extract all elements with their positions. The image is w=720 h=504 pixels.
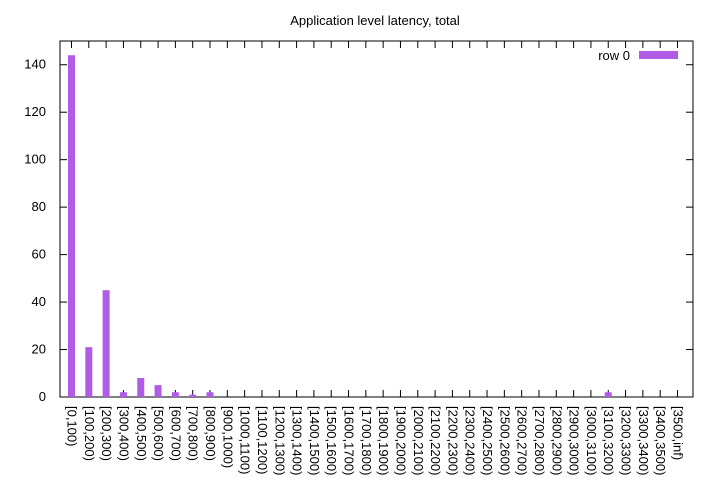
- x-tick-label: [2600,2700): [515, 406, 530, 475]
- y-tick-label: 60: [32, 247, 46, 262]
- x-tick-label: [0,100): [65, 406, 80, 446]
- x-tick-label: [1900,2000): [393, 406, 408, 475]
- bar: [604, 392, 612, 397]
- bar: [68, 55, 75, 398]
- x-tick-label: [3100,3200): [601, 406, 616, 475]
- y-tick-label: 140: [24, 57, 46, 72]
- x-tick-label: [300,400): [116, 406, 131, 461]
- x-tick-label: [2200,2300): [445, 406, 460, 475]
- plot-frame: [59, 40, 694, 398]
- x-tick-label: [3000,3100): [584, 406, 599, 475]
- x-tick-label: [2900,3000): [567, 406, 582, 475]
- x-tick-label: [1600,1700): [342, 406, 357, 475]
- x-tick-label: [400,500): [134, 406, 149, 461]
- plot-border: [59, 40, 694, 398]
- x-tick-label: [1700,1800): [359, 406, 374, 475]
- x-tick-label: [2000,2100): [411, 406, 426, 475]
- x-tick-label: [3400,3500): [653, 406, 668, 475]
- bar: [85, 347, 93, 397]
- x-tick-label: [1100,1200): [255, 406, 270, 474]
- legend-swatch: [639, 51, 678, 59]
- x-tick-label: [2500,2600): [497, 406, 512, 475]
- x-tick-label: [1200,1300): [272, 406, 287, 475]
- y-axis: 0 20 40 60 80 100 120 140: [24, 57, 693, 404]
- y-tick-label: 120: [24, 104, 46, 119]
- x-axis: [0,100) [100,200) [200,300) [300,400) [400,5…: [65, 41, 686, 475]
- bar: [102, 290, 110, 397]
- x-tick-label: [2700,2800): [532, 406, 547, 475]
- bar: [171, 392, 179, 397]
- x-tick-label: [200,300): [99, 406, 114, 461]
- x-tick-label: [500,600): [151, 406, 166, 461]
- x-tick-label: [1300,1400): [290, 406, 305, 475]
- x-tick-label: [2100,2200): [428, 406, 443, 475]
- legend-label: row 0: [598, 48, 630, 63]
- x-tick-label: [3500,inf): [671, 406, 686, 460]
- bar: [154, 385, 162, 397]
- x-tick-label: [2800,2900): [549, 406, 564, 475]
- y-tick-label: 100: [24, 152, 46, 167]
- y-tick-label: 20: [32, 342, 46, 357]
- x-tick-label: [700,800): [186, 406, 201, 461]
- x-tick-label: [100,200): [82, 406, 97, 461]
- x-tick-label: [800,900): [203, 406, 218, 461]
- x-tick-label: [2300,2400): [463, 406, 478, 475]
- x-tick-label: [1800,1900): [376, 406, 391, 475]
- bar-series: [68, 55, 612, 398]
- x-tick-label: [1400,1500): [307, 406, 322, 475]
- bar: [189, 394, 197, 397]
- y-tick-label: 40: [32, 294, 46, 309]
- x-tick-label: [900,1000): [220, 406, 235, 468]
- bar: [137, 378, 145, 397]
- bar: [119, 392, 127, 397]
- x-tick-label: [2400,2500): [480, 406, 495, 475]
- y-tick-label: 0: [39, 389, 46, 404]
- bar: [206, 392, 214, 397]
- x-tick-label: [1000,1100): [238, 406, 253, 474]
- x-tick-label: [3200,3300): [619, 406, 634, 475]
- x-tick-label: [3300,3400): [636, 406, 651, 475]
- x-tick-label: [1500,1600): [324, 406, 339, 475]
- legend: row 0: [598, 48, 678, 63]
- chart-title: Application level latency, total: [290, 13, 460, 28]
- y-tick-label: 80: [32, 199, 46, 214]
- x-tick-label: [600,700): [168, 406, 183, 461]
